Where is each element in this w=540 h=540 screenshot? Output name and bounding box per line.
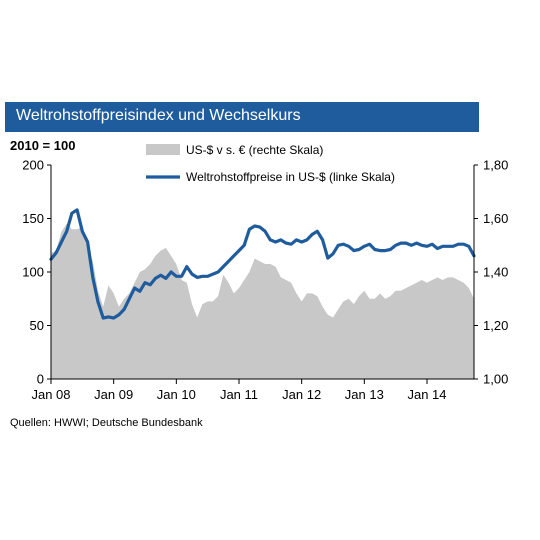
commodity-price-line: [49, 208, 476, 320]
y-right-tick-label: 1,00: [483, 372, 508, 387]
x-tick-label: Jan 13: [345, 387, 384, 402]
x-tick-label: Jan 08: [31, 387, 70, 402]
line-layer: [49, 208, 476, 320]
area-layer: [51, 223, 474, 379]
y-left-tick-label: 0: [37, 372, 44, 387]
y-right-tick-label: 1,60: [483, 211, 508, 226]
x-tick-label: Jan 09: [94, 387, 133, 402]
axis-layer: 0 50 100 150 200 1,00 1,20 1,40 1,60 1,80 Jan 08 Ja…: [22, 158, 508, 403]
y-left-tick-label: 50: [30, 318, 44, 333]
x-tick-label: Jan 10: [157, 387, 196, 402]
legend-label-line: Weltrohstoffpreise in US-$ (linke Skala): [186, 170, 395, 184]
source-note: Quellen: HWWI; Deutsche Bundesbank: [10, 417, 203, 429]
y-left-tick-label: 100: [22, 265, 44, 280]
y-left-tick-label: 200: [22, 158, 44, 173]
legend-swatch-area: [146, 144, 180, 155]
x-tick-label: Jan 12: [282, 387, 321, 402]
chart-title: Weltrohstoffpreisindex und Wechselkurs: [16, 107, 301, 124]
x-tick-label: Jan 11: [220, 387, 258, 402]
y-right-tick-label: 1,20: [483, 318, 508, 333]
x-tick-label: Jan 14: [407, 387, 446, 402]
y-left-tick-label: 150: [22, 211, 44, 226]
usd-eur-area: [51, 223, 474, 379]
legend: US-$ v s. € (rechte Skala) Weltrohstoffpr…: [146, 143, 395, 184]
legend-label-area: US-$ v s. € (rechte Skala): [186, 143, 323, 157]
y-right-tick-label: 1,40: [483, 265, 508, 280]
base-year-label: 2010 = 100: [10, 138, 76, 153]
chart-title-bar: Weltrohstoffpreisindex und Wechselkurs: [5, 102, 479, 132]
y-right-tick-label: 1,80: [483, 158, 508, 173]
